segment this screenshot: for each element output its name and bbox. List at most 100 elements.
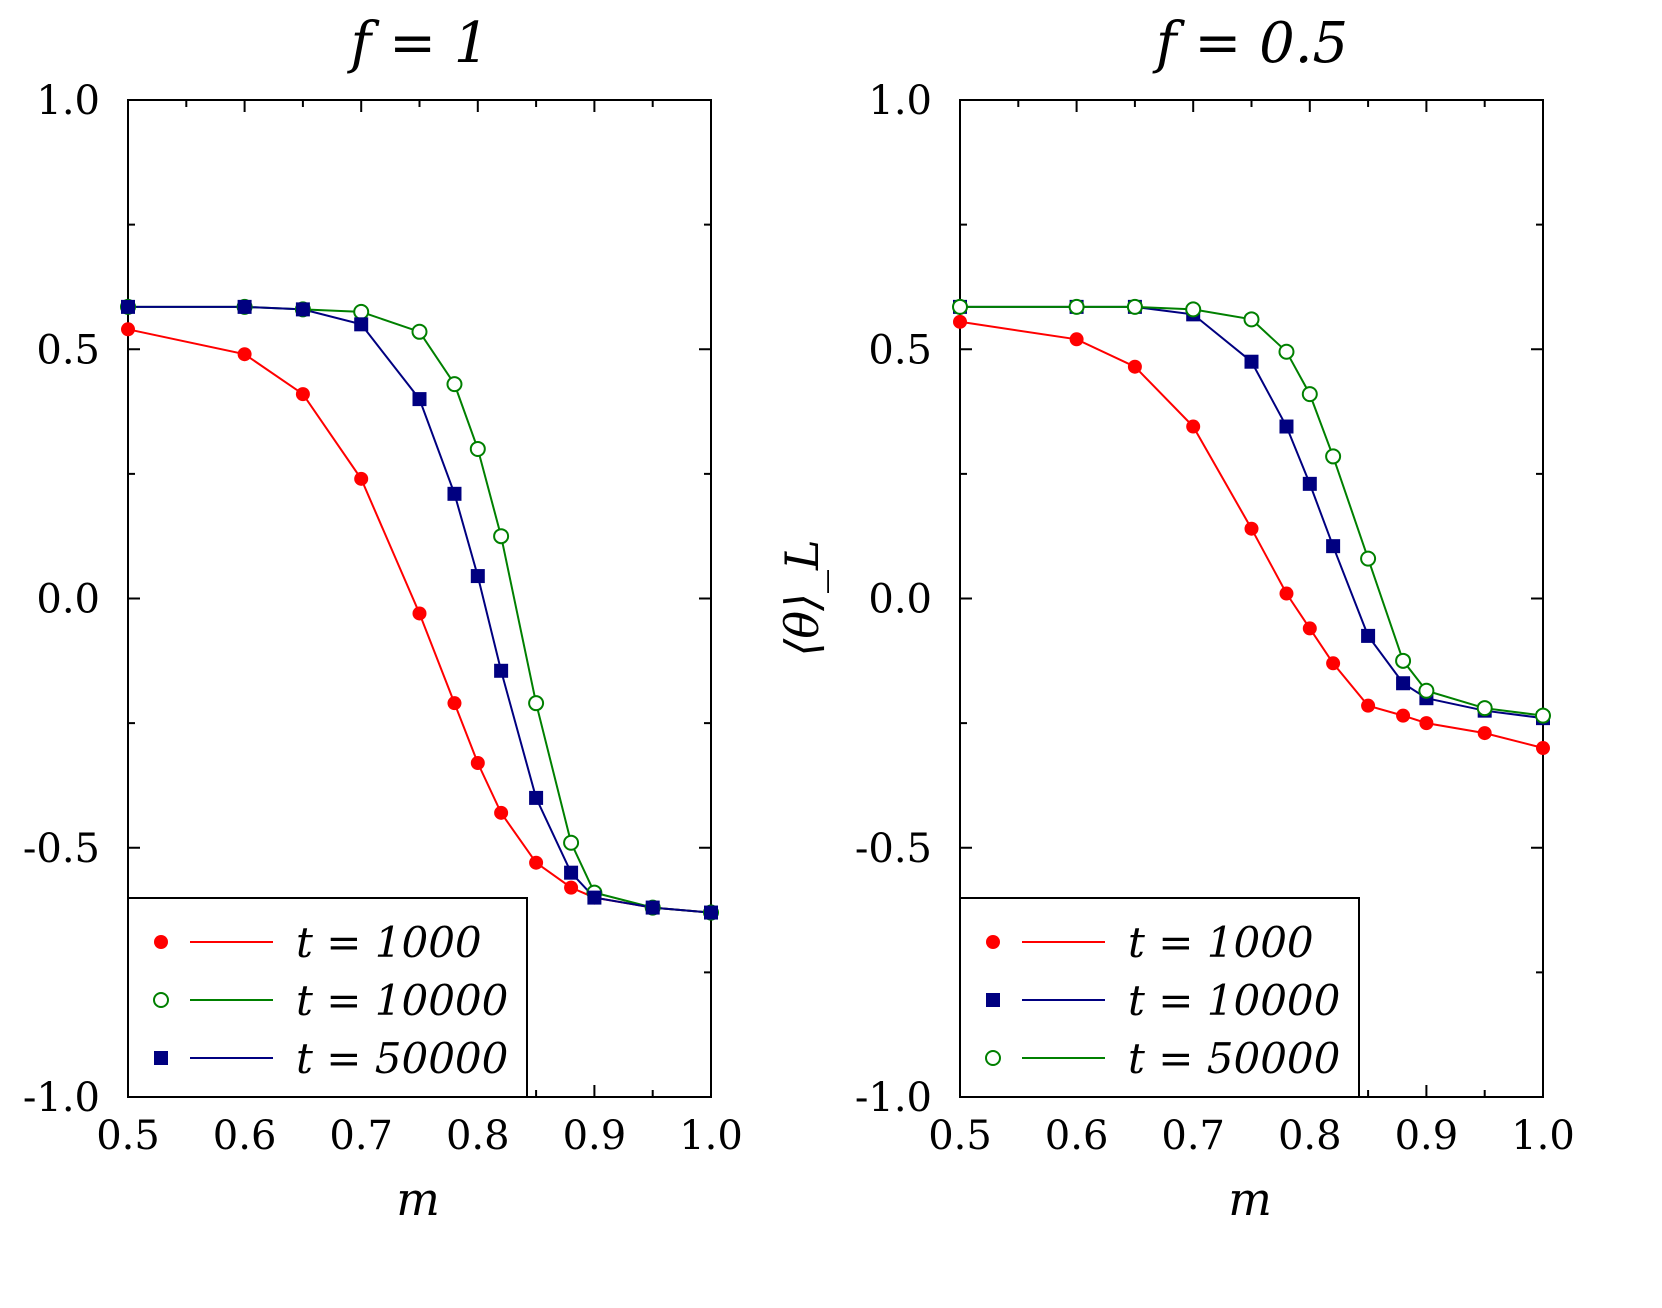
x-tick-label: 0.8 bbox=[1278, 1113, 1342, 1159]
y-tick-label: -1.0 bbox=[23, 1075, 100, 1121]
data-point-square bbox=[237, 299, 252, 314]
data-point-square bbox=[154, 1051, 168, 1065]
data-point-open-circle bbox=[528, 695, 545, 712]
data-point-open-circle bbox=[153, 992, 169, 1008]
data-point-square bbox=[704, 905, 718, 920]
data-point-circle bbox=[1302, 621, 1317, 636]
data-point-square bbox=[986, 993, 1000, 1007]
x-tick-label: 0.6 bbox=[213, 1113, 277, 1159]
legend-label: t = 10000 bbox=[1128, 976, 1340, 1025]
y-tick-label: 1.0 bbox=[36, 78, 100, 124]
y-tick-label: -0.5 bbox=[23, 826, 100, 872]
panel-f05: f = 0.5 m 0.5 0.6 0.7 0.8 0.9 1.0 -1.0 -0.5 0.0 0… bbox=[855, 11, 1575, 1226]
legend-box bbox=[959, 897, 1360, 1098]
x-axis-label: m bbox=[396, 1172, 440, 1226]
data-point-square bbox=[645, 900, 660, 915]
data-point-circle bbox=[1419, 716, 1434, 731]
data-point-open-circle bbox=[1301, 386, 1318, 403]
series-line bbox=[127, 328, 712, 914]
y-tick-label: -0.5 bbox=[855, 826, 932, 872]
y-tick-label: -1.0 bbox=[855, 1075, 932, 1121]
data-point-open-circle bbox=[1476, 700, 1493, 717]
data-point-open-circle bbox=[1126, 298, 1143, 315]
data-point-circle bbox=[1326, 656, 1341, 671]
data-point-open-circle bbox=[1068, 298, 1085, 315]
data-point-circle bbox=[154, 935, 168, 949]
data-point-circle bbox=[412, 606, 427, 621]
y-tick-label: 0.0 bbox=[868, 577, 932, 623]
data-point-square bbox=[1244, 354, 1259, 369]
data-point-square bbox=[1361, 628, 1376, 643]
y-tick-label: 1.0 bbox=[868, 78, 932, 124]
data-point-square bbox=[1326, 539, 1341, 554]
data-point-circle bbox=[494, 805, 509, 820]
data-point-circle bbox=[1477, 726, 1492, 741]
data-point-circle bbox=[295, 387, 310, 402]
y-axis-label: ⟨θ⟩_L bbox=[775, 539, 829, 656]
data-point-circle bbox=[354, 471, 369, 486]
data-point-square bbox=[295, 302, 310, 317]
data-point-square bbox=[529, 790, 544, 805]
data-point-open-circle bbox=[411, 323, 428, 340]
legend: t = 1000 t = 10000 t = 50000 bbox=[127, 897, 528, 1098]
data-point-square bbox=[1302, 476, 1317, 491]
x-tick-label: 0.9 bbox=[1395, 1113, 1459, 1159]
data-point-circle bbox=[564, 880, 579, 895]
data-point-circle bbox=[1069, 332, 1084, 347]
data-point-circle bbox=[1186, 419, 1201, 434]
x-axis-label: m bbox=[1228, 1172, 1272, 1226]
data-point-circle bbox=[1244, 521, 1259, 536]
x-tick-label: 0.5 bbox=[928, 1113, 992, 1159]
data-point-circle bbox=[1536, 741, 1550, 756]
data-point-circle bbox=[1127, 359, 1142, 374]
data-point-open-circle bbox=[1243, 311, 1260, 328]
y-tick-label: 0.0 bbox=[36, 577, 100, 623]
x-tick-label: 1.0 bbox=[679, 1113, 743, 1159]
chart-title: f = 1 bbox=[347, 11, 490, 76]
data-point-open-circle bbox=[353, 303, 370, 320]
x-tick-label: 0.5 bbox=[96, 1113, 160, 1159]
data-point-square bbox=[470, 569, 485, 584]
data-point-square bbox=[412, 392, 427, 407]
x-tick-label: 0.8 bbox=[446, 1113, 510, 1159]
data-point-circle bbox=[1361, 698, 1376, 713]
chart-title: f = 0.5 bbox=[1152, 11, 1348, 76]
data-point-circle bbox=[121, 322, 135, 337]
data-point-open-circle bbox=[1360, 550, 1377, 567]
data-point-open-circle bbox=[446, 376, 463, 393]
data-point-open-circle bbox=[1395, 652, 1412, 669]
x-tick-label: 0.9 bbox=[563, 1113, 627, 1159]
legend-box bbox=[127, 897, 528, 1098]
legend-label: t = 50000 bbox=[296, 1034, 508, 1083]
x-tick-label: 0.7 bbox=[1161, 1113, 1225, 1159]
data-point-circle bbox=[529, 855, 544, 870]
data-point-open-circle bbox=[952, 298, 968, 315]
data-point-square bbox=[587, 890, 602, 905]
data-point-square bbox=[447, 486, 462, 501]
data-point-open-circle bbox=[1535, 707, 1551, 724]
x-tick-label: 0.6 bbox=[1045, 1113, 1109, 1159]
y-tick-label: 0.5 bbox=[868, 327, 932, 373]
legend-label: t = 1000 bbox=[296, 918, 482, 967]
data-point-open-circle bbox=[469, 440, 486, 457]
x-tick-label: 0.7 bbox=[329, 1113, 393, 1159]
data-point-circle bbox=[470, 756, 485, 771]
data-point-open-circle bbox=[1185, 301, 1202, 318]
panel-f1: f = 1 m 0.5 0.6 0.7 0.8 0.9 1.0 -1.0 -0.5 0.0 0.5… bbox=[23, 11, 743, 1226]
data-point-square bbox=[564, 865, 579, 880]
data-point-square bbox=[1396, 676, 1411, 691]
data-point-open-circle bbox=[1325, 448, 1342, 465]
data-point-open-circle bbox=[985, 1050, 1001, 1066]
data-point-open-circle bbox=[563, 834, 580, 851]
data-point-circle bbox=[447, 696, 462, 711]
data-point-square bbox=[494, 663, 509, 678]
legend-label: t = 1000 bbox=[1128, 918, 1314, 967]
data-point-square bbox=[121, 299, 135, 314]
data-point-circle bbox=[953, 314, 967, 329]
data-point-square bbox=[1279, 419, 1294, 434]
data-point-circle bbox=[986, 935, 1000, 949]
legend-label: t = 50000 bbox=[1128, 1034, 1340, 1083]
x-tick-label: 1.0 bbox=[1511, 1113, 1575, 1159]
data-point-circle bbox=[1396, 708, 1411, 723]
